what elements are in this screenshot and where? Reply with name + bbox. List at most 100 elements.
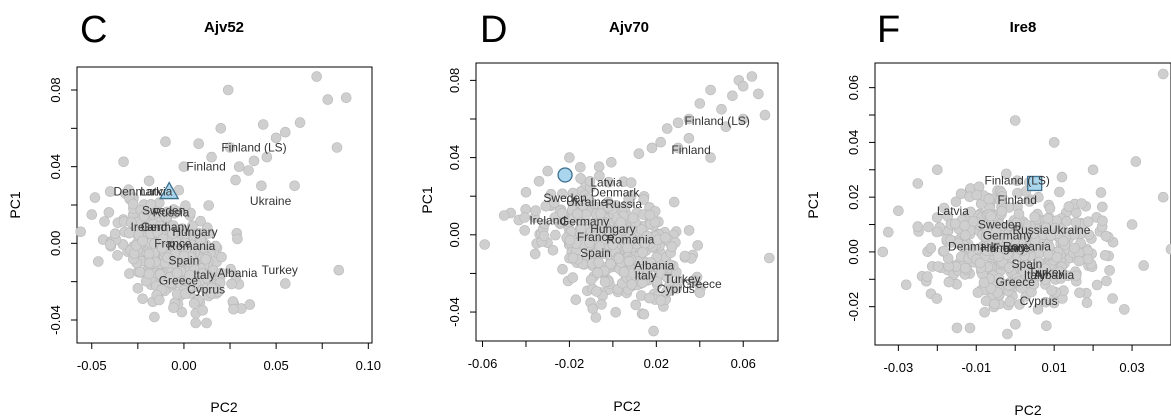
- country-labels: Finland (LS) Finland Latvia SwedenGermanyRu…: [937, 174, 1091, 309]
- x-tick-label: -0.01: [961, 360, 991, 375]
- country-label: Italy: [1024, 268, 1046, 282]
- sample-point: [519, 225, 531, 236]
- sample-point: [533, 176, 545, 187]
- sample-point: [1003, 262, 1015, 273]
- sample-point: [167, 228, 178, 240]
- x-tick-label: -0.06: [468, 356, 498, 371]
- sample-point: [112, 250, 123, 261]
- sample-point: [168, 302, 179, 314]
- sample-point: [542, 165, 554, 177]
- sample-point: [925, 242, 937, 254]
- sample-point: [75, 226, 86, 238]
- sample-point: [197, 304, 208, 316]
- sample-point: [184, 269, 195, 281]
- country-label: Ukraine: [250, 194, 292, 208]
- sample-point: [593, 161, 605, 172]
- sample-point: [279, 126, 291, 138]
- sample-point: [994, 194, 1006, 206]
- sample-point: [206, 151, 217, 163]
- sample-point: [1107, 293, 1118, 304]
- sample-point: [195, 215, 206, 227]
- sample-point: [648, 325, 659, 337]
- sample-point: [132, 282, 144, 294]
- sample-point: [727, 90, 738, 102]
- sample-point: [256, 180, 267, 192]
- country-label: Ireland: [529, 213, 566, 227]
- sample-point: [922, 271, 933, 282]
- sample-point: [1157, 191, 1169, 203]
- sample-point: [547, 245, 559, 256]
- sample-point: [203, 200, 214, 211]
- sample-point: [134, 266, 146, 278]
- sample-point: [1010, 318, 1021, 330]
- country-label: Latvia: [937, 204, 969, 218]
- sample-point: [893, 205, 904, 217]
- sample-point: [162, 252, 173, 264]
- sample-point: [548, 197, 560, 208]
- sample-point: [655, 295, 667, 306]
- sample-point: [965, 206, 976, 218]
- sample-point: [222, 84, 234, 96]
- country-label: Finland: [998, 193, 1037, 207]
- x-tick-label: 0.03: [1119, 360, 1144, 375]
- country-label: Albania: [1034, 268, 1074, 282]
- sample-point: [1097, 201, 1108, 213]
- country-label: Russia: [153, 206, 190, 220]
- highlight-triangle-marker: [159, 181, 180, 200]
- sample-point: [1138, 260, 1149, 271]
- sample-point: [591, 286, 602, 297]
- sample-point: [143, 268, 155, 280]
- sample-point: [974, 257, 986, 269]
- sample-point: [145, 199, 157, 210]
- sample-point: [746, 71, 758, 82]
- sample-point: [1014, 299, 1025, 310]
- sample-point: [519, 212, 531, 223]
- country-label: Hungary: [172, 225, 217, 239]
- sample-point: [261, 151, 273, 163]
- sample-point: [1070, 217, 1082, 228]
- sample-point: [662, 272, 673, 283]
- sample-point: [1157, 68, 1169, 80]
- country-label: Albania: [217, 266, 257, 280]
- panel-title: Ajv52: [204, 19, 244, 36]
- sample-point: [989, 298, 1000, 310]
- y-tick-label: 0.00: [48, 231, 63, 256]
- sample-point: [882, 226, 894, 238]
- sample-point: [659, 232, 671, 243]
- sample-point: [949, 218, 961, 229]
- sample-point: [137, 235, 148, 247]
- sample-point: [1048, 297, 1060, 309]
- sample-point: [570, 294, 582, 306]
- sample-point: [978, 277, 990, 288]
- sample-point: [190, 277, 201, 289]
- sample-point: [1095, 187, 1107, 198]
- sample-point: [594, 170, 605, 182]
- sample-point: [716, 104, 727, 115]
- x-tick-label: 0.01: [1042, 360, 1067, 375]
- sample-point: [981, 245, 992, 256]
- sample-point: [216, 251, 227, 263]
- sample-point: [980, 231, 992, 243]
- sample-point: [270, 132, 282, 144]
- sample-point: [257, 119, 269, 130]
- sample-point: [993, 273, 1005, 284]
- sample-point: [154, 268, 166, 280]
- sample-point: [215, 123, 227, 134]
- sample-point: [705, 152, 716, 163]
- sample-point: [1100, 230, 1112, 242]
- sample-point: [479, 239, 491, 250]
- country-label: Latvia: [140, 185, 172, 199]
- country-label: Sweden: [142, 204, 185, 218]
- sample-point: [692, 240, 704, 251]
- sample-point: [1054, 266, 1065, 278]
- country-label: Spain: [1012, 257, 1043, 271]
- country-label: France: [993, 241, 1031, 255]
- country-label: Italy: [634, 268, 656, 282]
- y-tick-label: 0.00: [447, 222, 462, 247]
- highlight-circle-marker: [557, 167, 573, 183]
- x-tick-label: 0.06: [731, 356, 756, 371]
- sample-point: [498, 210, 510, 221]
- country-label: Russia: [605, 197, 642, 211]
- panel-f: F Ire8 Finland (LS) Finland Latvia SwedenGe…: [805, 9, 1171, 418]
